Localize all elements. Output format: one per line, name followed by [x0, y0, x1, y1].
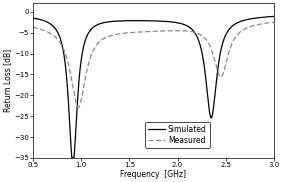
Measured — [267, 22, 271, 24]
Simulated — [59, 38, 62, 40]
Measured — [73, 96, 76, 98]
Simulated — [70, 157, 74, 159]
Measured — [134, 31, 138, 33]
Measured — [59, 42, 62, 44]
Simulated — [73, 146, 76, 149]
Simulated — [31, 17, 35, 19]
Line: Simulated: Simulated — [33, 16, 274, 158]
Measured — [124, 32, 127, 34]
X-axis label: Frequency  [GHz]: Frequency [GHz] — [120, 169, 186, 179]
Measured — [76, 106, 80, 108]
Simulated — [124, 20, 127, 22]
Measured — [31, 26, 35, 28]
Simulated — [242, 19, 245, 22]
Simulated — [267, 16, 271, 18]
Measured — [242, 29, 245, 31]
Measured — [272, 21, 276, 23]
Line: Measured: Measured — [33, 22, 274, 107]
Legend: Simulated, Measured: Simulated, Measured — [145, 122, 210, 148]
Simulated — [272, 15, 276, 17]
Y-axis label: Return Loss [dB]: Return Loss [dB] — [3, 49, 12, 112]
Simulated — [134, 20, 138, 22]
